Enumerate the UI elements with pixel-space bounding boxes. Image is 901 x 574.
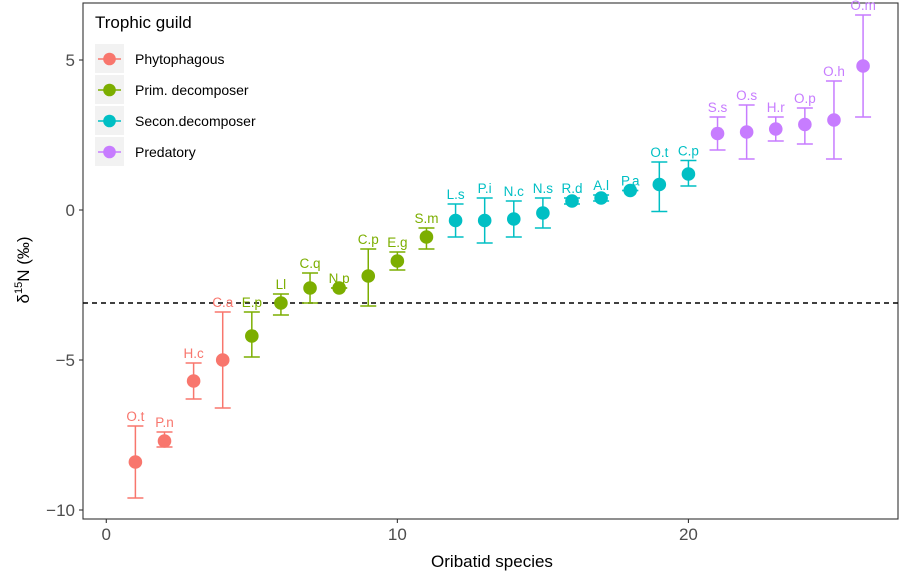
- data-point-label: E.p: [242, 295, 262, 310]
- data-point: [157, 434, 172, 448]
- data-point-label: O.m: [850, 0, 876, 13]
- data-point: [652, 177, 667, 192]
- legend-label: Prim. decomposer: [135, 82, 249, 98]
- data-point: [506, 212, 521, 226]
- data-point: [215, 353, 230, 367]
- legend-key-point: [103, 83, 116, 97]
- data-point-label: H.r: [767, 100, 786, 115]
- data-point: [477, 213, 492, 228]
- data-point: [245, 329, 259, 343]
- legend-label: Secon.decomposer: [135, 113, 256, 129]
- y-tick-label: −5: [56, 351, 75, 370]
- data-point-label: C.p: [358, 232, 379, 247]
- data-point: [361, 269, 376, 283]
- data-point: [419, 230, 434, 244]
- data-point: [827, 113, 841, 127]
- data-point: [390, 254, 405, 268]
- data-point-label: N.c: [504, 184, 525, 199]
- data-point-label: P.n: [155, 415, 174, 430]
- x-tick-label: 10: [388, 525, 407, 544]
- legend-title: Trophic guild: [95, 13, 192, 32]
- legend-item: Phytophagous: [95, 44, 225, 73]
- legend-key-point: [103, 145, 116, 159]
- data-point-label: Ll: [276, 277, 287, 292]
- data-point-label: C.a: [212, 295, 234, 310]
- data-point-label: N.p: [329, 271, 350, 286]
- legend-item: Secon.decomposer: [95, 106, 256, 135]
- data-point-label: O.t: [126, 409, 144, 424]
- legend-item: Predatory: [95, 137, 196, 166]
- data-point-label: P.a: [621, 174, 640, 189]
- legend-item: Prim. decomposer: [95, 75, 249, 104]
- x-tick-label: 20: [679, 525, 698, 544]
- data-point-label: C.p: [678, 144, 699, 159]
- legend-key-point: [103, 52, 116, 66]
- data-point-label: E.g: [387, 235, 407, 250]
- data-point-label: S.s: [708, 100, 728, 115]
- data-point-label: N.s: [533, 181, 554, 196]
- data-point-label: C.q: [300, 256, 321, 271]
- series-secon-decomposer: L.s P.i N.c N.s R.d A.l P.a O.t C.p: [447, 144, 699, 244]
- data-point-label: H.c: [183, 346, 204, 361]
- data-point: [623, 183, 638, 198]
- x-axis-title: Oribatid species: [431, 552, 553, 571]
- data-point: [128, 455, 143, 469]
- axes: −10 −5 0 5 0 10 20: [46, 2, 899, 544]
- y-axis-title: δ15N (‰): [13, 236, 33, 303]
- legend-label: Phytophagous: [135, 51, 225, 67]
- marks: O.t P.n H.c C.a E.p Ll C.q N.p C.p E.g S.m L.s P.i N.…: [83, 0, 898, 499]
- data-point-label: L.s: [447, 187, 465, 202]
- series-phytophagous: O.t P.n H.c C.a: [126, 295, 234, 499]
- y-tick-label: −10: [46, 501, 75, 520]
- data-point-label: P.i: [478, 181, 492, 196]
- data-point-label: R.d: [561, 181, 582, 196]
- legend: Trophic guild Phytophagous Prim. decompose…: [91, 10, 267, 168]
- data-point: [681, 167, 696, 181]
- data-point: [710, 126, 725, 141]
- data-point: [274, 296, 288, 310]
- data-point-label: O.t: [650, 145, 668, 160]
- data-point: [448, 213, 463, 228]
- data-point: [565, 194, 579, 208]
- data-point: [186, 374, 201, 388]
- data-point-label: O.s: [736, 88, 757, 103]
- x-tick-label: 0: [102, 525, 111, 544]
- data-point: [536, 206, 550, 220]
- legend-key-point: [103, 114, 116, 128]
- y-tick-label: 0: [66, 201, 75, 220]
- data-point: [798, 117, 812, 132]
- data-point-label: S.m: [414, 211, 438, 226]
- plot-border: [82, 2, 899, 520]
- data-point: [856, 59, 870, 73]
- data-point: [332, 281, 346, 295]
- data-point: [594, 191, 608, 205]
- data-point-label: O.p: [794, 91, 816, 106]
- y-tick-label: 5: [66, 51, 75, 70]
- data-point: [768, 122, 783, 136]
- series-predatory: S.s O.s H.r O.p O.h O.m: [708, 0, 876, 160]
- data-point: [739, 125, 754, 139]
- series-prim-decomposer: E.p Ll C.q N.p C.p E.g S.m: [242, 211, 438, 358]
- data-point-label: A.l: [593, 178, 609, 193]
- y-axis-title-superscript: 15: [13, 282, 25, 294]
- data-point-label: O.h: [823, 64, 845, 79]
- y-axis-title-rest: N (‰): [14, 236, 33, 281]
- data-point: [303, 281, 317, 295]
- legend-label: Predatory: [135, 144, 196, 160]
- y-axis-title-delta: δ: [14, 294, 33, 303]
